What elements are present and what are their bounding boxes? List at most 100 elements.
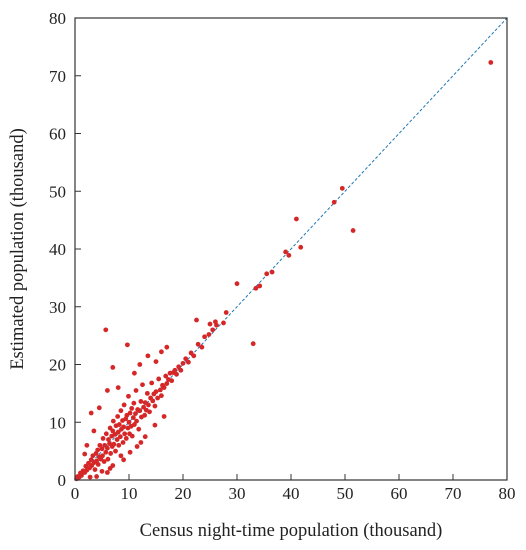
- data-point: [121, 424, 126, 430]
- y-axis-title: Estimated population (thousand): [8, 128, 28, 370]
- data-point: [101, 459, 107, 464]
- data-point: [294, 216, 299, 222]
- data-point: [121, 402, 127, 408]
- data-point: [159, 393, 164, 399]
- data-point: [126, 393, 131, 399]
- data-point: [136, 426, 142, 432]
- data-point: [82, 451, 88, 457]
- data-point: [298, 244, 304, 250]
- axes-layer: 0 10 20 30 40 50 60 70 80 0 10 20 30 40 50 60 70 80: [49, 9, 516, 503]
- data-point: [105, 388, 110, 393]
- data-points-layer: [74, 60, 494, 482]
- data-point: [95, 447, 101, 453]
- data-point: [105, 445, 110, 451]
- data-point: [113, 448, 118, 454]
- data-point: [164, 381, 170, 386]
- x-tick-label: 60: [391, 484, 408, 503]
- data-point: [115, 414, 121, 419]
- data-point: [152, 422, 158, 428]
- data-point: [88, 410, 94, 416]
- y-tick-label: 30: [49, 298, 66, 317]
- data-point: [134, 418, 139, 424]
- data-point: [116, 442, 122, 448]
- data-point: [131, 400, 137, 406]
- data-point: [103, 431, 109, 437]
- data-point: [126, 419, 132, 425]
- x-tick-label: 20: [175, 484, 192, 503]
- data-point: [234, 281, 240, 287]
- data-point: [115, 429, 121, 435]
- data-point: [331, 199, 337, 205]
- data-point: [178, 367, 184, 373]
- data-point: [79, 472, 84, 478]
- data-point: [157, 387, 163, 393]
- data-point: [147, 409, 152, 415]
- data-point: [118, 453, 124, 459]
- data-point: [199, 344, 205, 350]
- data-point: [115, 385, 121, 390]
- data-point: [142, 412, 148, 418]
- y-tick-label: 0: [58, 471, 67, 490]
- data-point: [172, 367, 178, 373]
- data-point: [127, 410, 133, 416]
- x-tick-label: 70: [445, 484, 462, 503]
- data-point: [110, 418, 116, 424]
- data-point: [142, 434, 148, 440]
- data-point: [110, 364, 116, 370]
- plot-frame: [74, 17, 508, 481]
- x-tick-label: 10: [121, 484, 138, 503]
- data-point: [176, 364, 182, 370]
- data-point: [257, 283, 263, 289]
- data-point: [105, 456, 111, 462]
- data-point: [213, 319, 218, 325]
- data-point: [107, 466, 113, 471]
- y-tick-label: 70: [49, 67, 66, 86]
- data-point: [99, 446, 105, 452]
- data-point: [144, 390, 150, 396]
- data-point: [134, 444, 140, 449]
- data-point: [186, 359, 191, 365]
- data-point: [123, 436, 129, 441]
- data-point: [150, 398, 156, 404]
- data-point: [122, 431, 128, 437]
- data-point: [223, 310, 229, 315]
- data-point: [183, 356, 189, 362]
- y-tick-label: 20: [49, 356, 66, 375]
- data-point: [137, 362, 143, 367]
- y-tick-label: 50: [49, 182, 66, 201]
- data-point: [164, 344, 170, 350]
- data-point: [132, 422, 137, 427]
- data-point: [121, 457, 126, 463]
- y-tick-label: 60: [49, 125, 66, 144]
- data-point: [87, 474, 93, 480]
- data-point: [96, 405, 102, 411]
- data-point: [100, 436, 106, 441]
- data-point: [94, 474, 99, 479]
- data-point: [127, 449, 133, 455]
- data-point: [138, 440, 144, 445]
- data-point: [283, 249, 288, 255]
- data-point: [202, 334, 208, 340]
- data-point: [146, 402, 151, 408]
- data-point: [130, 415, 136, 421]
- data-point: [269, 269, 275, 275]
- x-tick-label: 50: [337, 484, 354, 503]
- x-tick-label: 30: [229, 484, 246, 503]
- data-point: [116, 422, 122, 427]
- data-point: [108, 451, 114, 456]
- data-point: [207, 321, 213, 327]
- data-point: [84, 442, 90, 448]
- x-axis-title: Census night-time population (thousand): [140, 521, 443, 541]
- data-point: [120, 440, 126, 445]
- data-point: [106, 437, 111, 442]
- data-point: [191, 353, 197, 359]
- data-point: [195, 341, 201, 347]
- data-point: [132, 370, 137, 376]
- data-point: [153, 389, 159, 395]
- x-tick-label: 40: [283, 484, 300, 503]
- data-point: [129, 405, 135, 411]
- data-point: [286, 252, 292, 258]
- data-point: [163, 373, 169, 379]
- data-point: [210, 327, 216, 333]
